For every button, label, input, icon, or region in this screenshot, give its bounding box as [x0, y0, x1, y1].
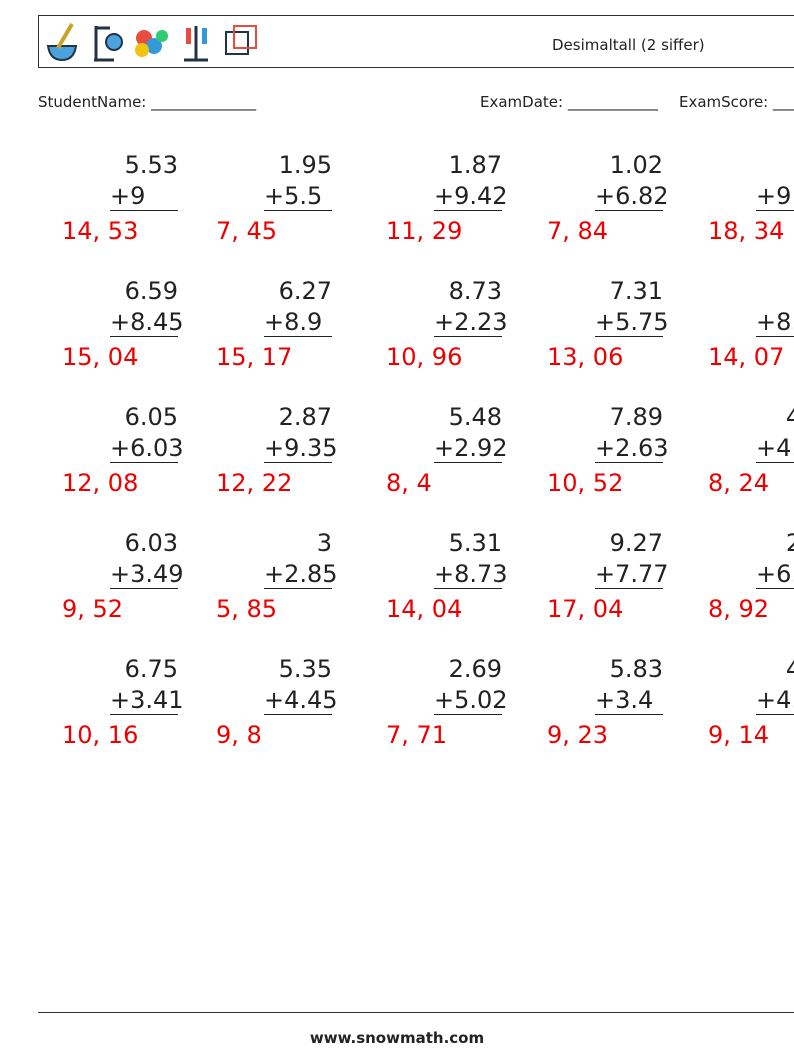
addend: +6.0 — [756, 560, 794, 589]
answer: 17, 04 — [547, 595, 624, 623]
footer-rule — [38, 1012, 794, 1013]
answer: 15, 17 — [216, 343, 293, 371]
answer: 7, 84 — [547, 217, 609, 245]
top-number: 5.31 — [448, 529, 502, 557]
addend: +2.23 — [434, 308, 508, 337]
addend: +9.35 — [264, 434, 338, 463]
addend: +9 — [110, 182, 178, 211]
top-number: 6.59 — [124, 277, 178, 305]
exam-score-field: ExamScore: ____ — [679, 93, 794, 111]
answer: 8, 24 — [708, 469, 770, 497]
answer: 13, 06 — [547, 343, 624, 371]
addend: +8.45 — [110, 308, 184, 337]
answer: 14, 53 — [62, 217, 139, 245]
top-number: 5.48 — [448, 403, 502, 431]
top-number: 6.75 — [124, 655, 178, 683]
student-name-field: StudentName: ______________ — [38, 93, 257, 111]
addend: +2.85 — [264, 560, 338, 589]
addend: +5.5 — [264, 182, 332, 211]
top-number: 7.31 — [609, 277, 663, 305]
answer: 5, 85 — [216, 595, 278, 623]
addend: +4.1 — [756, 434, 794, 463]
answer: 9, 23 — [547, 721, 609, 749]
top-number: 9.27 — [609, 529, 663, 557]
top-number: 6.03 — [124, 529, 178, 557]
addend: +6.03 — [110, 434, 184, 463]
top-number: 1.87 — [448, 151, 502, 179]
addend: +4.7 — [756, 686, 794, 715]
top-number: 2.9 — [785, 529, 794, 557]
addend: +8.9 — [264, 308, 332, 337]
addend: +2.92 — [434, 434, 508, 463]
addend: +3.4 — [595, 686, 663, 715]
top-number: 5.35 — [278, 655, 332, 683]
top-number: 5.53 — [124, 151, 178, 179]
top-number: 4.4 — [785, 655, 794, 683]
top-number: 3 — [316, 529, 332, 557]
top-number: 8.73 — [448, 277, 502, 305]
header-icons — [46, 22, 257, 62]
top-number: 5.83 — [609, 655, 663, 683]
answer: 10, 16 — [62, 721, 139, 749]
answer: 12, 22 — [216, 469, 293, 497]
top-number: 4.0 — [785, 403, 794, 431]
addend: +5.02 — [434, 686, 508, 715]
top-number: 2.87 — [278, 403, 332, 431]
answer: 14, 04 — [386, 595, 463, 623]
answer: 10, 96 — [386, 343, 463, 371]
addend: +8. — [756, 308, 794, 337]
answer: 9, 8 — [216, 721, 262, 749]
addend: +4.45 — [264, 686, 338, 715]
answer: 10, 52 — [547, 469, 624, 497]
answer: 8, 92 — [708, 595, 770, 623]
addend: +9.42 — [434, 182, 508, 211]
header-box — [38, 15, 794, 68]
top-number: 6.05 — [124, 403, 178, 431]
answer: 7, 71 — [386, 721, 448, 749]
addend: +3.41 — [110, 686, 184, 715]
top-number: 1.02 — [609, 151, 663, 179]
answer: 7, 45 — [216, 217, 278, 245]
addend: +8.73 — [434, 560, 508, 589]
title: Desimaltall (2 siffer) — [552, 36, 705, 54]
addend: +7.77 — [595, 560, 669, 589]
top-number: 1.95 — [278, 151, 332, 179]
exam-date-field: ExamDate: ____________ — [480, 93, 658, 111]
answer: 14, 07 — [708, 343, 785, 371]
answer: 11, 29 — [386, 217, 463, 245]
answer: 9, 14 — [708, 721, 770, 749]
answer: 15, 04 — [62, 343, 139, 371]
addend: +6.82 — [595, 182, 669, 211]
addend: +2.63 — [595, 434, 669, 463]
addend: +5.75 — [595, 308, 669, 337]
addend: +9 — [756, 182, 794, 211]
top-number: 2.69 — [448, 655, 502, 683]
answer: 8, 4 — [386, 469, 432, 497]
footer: www.snowmath.com — [309, 1029, 485, 1047]
top-number: 7.89 — [609, 403, 663, 431]
top-number: 6.27 — [278, 277, 332, 305]
addend: +3.49 — [110, 560, 184, 589]
answer: 9, 52 — [62, 595, 124, 623]
answer: 18, 34 — [708, 217, 785, 245]
answer: 12, 08 — [62, 469, 139, 497]
